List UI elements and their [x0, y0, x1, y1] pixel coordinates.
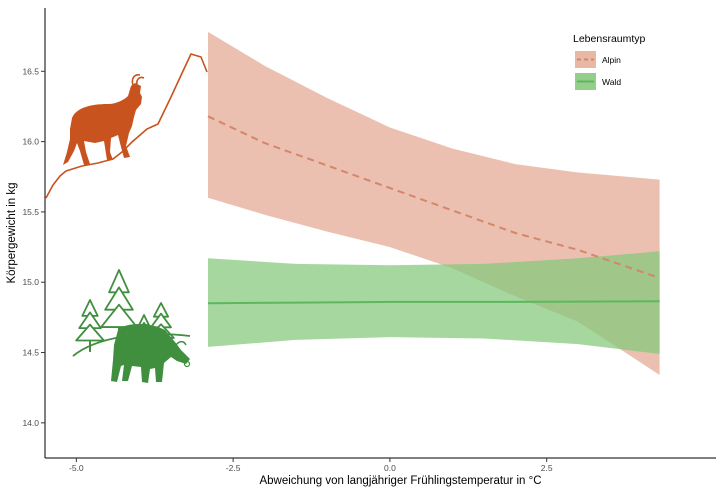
y-tick-label: 14.5 — [22, 348, 39, 358]
x-tick-label: 2.5 — [541, 463, 553, 473]
legend-label: Alpin — [602, 55, 621, 65]
chamois-body — [63, 83, 142, 165]
legend-label: Wald — [602, 77, 621, 87]
x-tick-label: 0.0 — [384, 463, 396, 473]
y-tick-label: 15.5 — [22, 207, 39, 217]
deer-icon — [72, 269, 191, 383]
deer-muzzle — [183, 360, 191, 368]
x-tick-label: -5.0 — [69, 463, 84, 473]
y-tick-label: 16.5 — [22, 66, 39, 76]
chamois-horn — [136, 76, 145, 86]
series-line-alpin — [207, 115, 660, 279]
legend-title: Lebensraumtyp — [573, 33, 646, 45]
x-tick-label: -2.5 — [226, 463, 241, 473]
tree-icon — [75, 299, 105, 352]
series-line-wald — [207, 300, 660, 305]
y-tick-label: 15.0 — [22, 277, 39, 287]
legend: Lebensraumtyp Alpin Wald — [573, 33, 646, 90]
y-tick-label: 14.0 — [22, 418, 39, 428]
y-axis-title: Körpergewicht in kg — [6, 183, 18, 284]
deer-ear — [175, 340, 187, 346]
x-axis-title: Abweichung von langjähriger Frühlingstem… — [259, 475, 541, 487]
deer-body — [111, 324, 190, 383]
y-tick-label: 16.0 — [22, 137, 39, 147]
mountain-slope-line — [45, 53, 208, 199]
chamois-icon — [63, 74, 145, 165]
chamois-horn — [131, 74, 141, 86]
